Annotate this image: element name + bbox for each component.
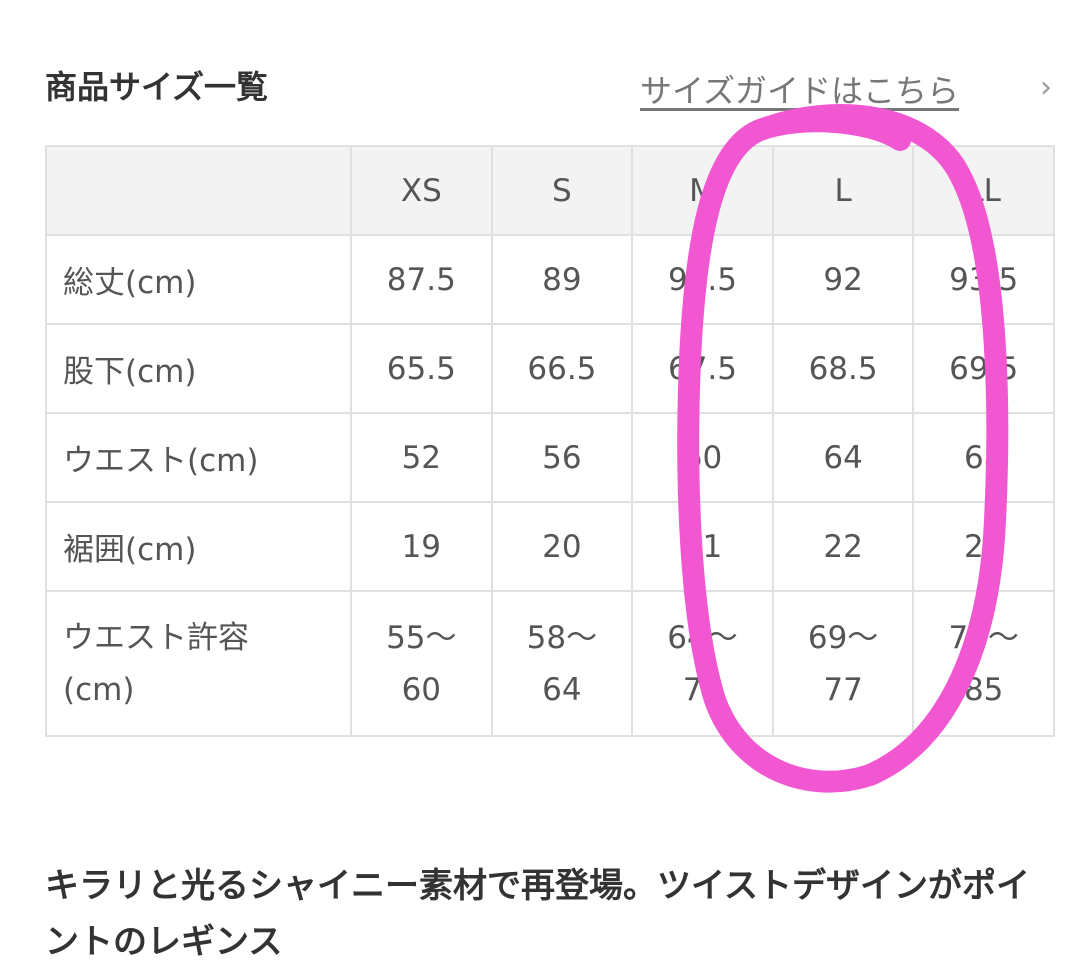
cell-value: 21 (682, 528, 723, 565)
table-cell: 20 (490, 501, 634, 592)
cell-value: 64〜70 (667, 619, 738, 708)
product-description: キラリと光るシャイニー素材で再登場。ツイストデザインがポイントのレギンス (45, 866, 1030, 962)
chevron-right-icon[interactable]: › (1040, 70, 1052, 105)
table-cell: 69〜77 (771, 590, 915, 737)
column-header: S (490, 145, 634, 236)
row-label-cell: ウエスト許容(cm) (45, 590, 352, 737)
cell-value: 67.5 (667, 350, 737, 387)
table-cell: 65.5 (350, 323, 493, 414)
row-label-cell: ウエスト(cm) (45, 412, 352, 503)
cell-value: 87.5 (386, 261, 456, 298)
size-guide-link[interactable]: サイズガイドはこちら (640, 72, 960, 110)
table-row: 裾囲(cm) 19 20 21 22 23 (45, 501, 1055, 592)
cell-value: 23 (963, 528, 1004, 565)
table-cell: 68 (912, 412, 1055, 503)
table-cell: 64〜70 (631, 590, 774, 737)
table-row: ウエスト許容(cm) 55〜60 58〜64 64〜70 69〜77 77〜85 (45, 590, 1055, 737)
table-cell: 56 (490, 412, 634, 503)
cell-value: 22 (823, 528, 863, 565)
cell-value: 90.5 (667, 261, 737, 298)
table-cell: 23 (912, 501, 1055, 592)
page-title: 商品サイズ一覧 (45, 68, 269, 106)
cell-value: 93.5 (949, 261, 1019, 298)
table-cell: 77〜85 (912, 590, 1055, 737)
cell-value: 52 (401, 439, 442, 476)
row-label-cell: 総丈(cm) (45, 234, 352, 325)
cell-value: 69.5 (949, 350, 1019, 387)
cell-value: 77〜85 (948, 619, 1019, 708)
size-table: XS S M L LL 総丈(cm) 87.5 89 90.5 92 93.5 股下(cm)… (45, 145, 1055, 737)
cell-value: 68 (963, 439, 1004, 476)
table-cell: 90.5 (631, 234, 774, 325)
row-label: 股下(cm) (63, 354, 197, 390)
row-label: ウエスト(cm) (63, 443, 259, 479)
cell-value: 68.5 (808, 350, 878, 387)
table-cell: 68.5 (771, 323, 915, 414)
cell-value: 20 (542, 528, 582, 565)
column-header (45, 145, 352, 236)
table-cell: 89 (490, 234, 634, 325)
table-cell: 52 (350, 412, 493, 503)
column-header: LL (912, 145, 1055, 236)
row-label-cell: 股下(cm) (45, 323, 352, 414)
table-cell: 55〜60 (350, 590, 493, 737)
table-cell: 67.5 (631, 323, 774, 414)
table-cell: 66.5 (490, 323, 634, 414)
row-label: 裾囲(cm) (63, 532, 197, 568)
cell-value: 60 (682, 439, 723, 476)
cell-value: 58〜64 (526, 619, 598, 708)
row-label: ウエスト許容(cm) (63, 619, 249, 708)
table-row: ウエスト(cm) 52 56 60 64 68 (45, 412, 1055, 503)
cell-value: 92 (823, 261, 863, 298)
table-cell: 19 (350, 501, 493, 592)
table-cell: 64 (771, 412, 915, 503)
cell-value: 89 (542, 261, 582, 298)
table-cell: 60 (631, 412, 774, 503)
table-cell: 93.5 (912, 234, 1055, 325)
cell-value: 19 (401, 528, 442, 565)
column-header: XS (350, 145, 493, 236)
cell-value: 69〜77 (807, 619, 879, 708)
cell-value: 55〜60 (386, 619, 457, 708)
column-header: L (771, 145, 915, 236)
table-cell: 87.5 (350, 234, 493, 325)
table-cell: 69.5 (912, 323, 1055, 414)
table-cell: 22 (771, 501, 915, 592)
table-row: 総丈(cm) 87.5 89 90.5 92 93.5 (45, 234, 1055, 325)
row-label: 総丈(cm) (63, 265, 197, 301)
cell-value: 56 (542, 439, 582, 476)
table-cell: 21 (631, 501, 774, 592)
table-cell: 58〜64 (490, 590, 634, 737)
column-header: M (631, 145, 774, 236)
row-label-cell: 裾囲(cm) (45, 501, 352, 592)
table-header-row: XS S M L LL (45, 145, 1055, 236)
cell-value: 65.5 (386, 350, 456, 387)
table-row: 股下(cm) 65.5 66.5 67.5 68.5 69.5 (45, 323, 1055, 414)
cell-value: 66.5 (527, 350, 597, 387)
cell-value: 64 (823, 439, 863, 476)
table-cell: 92 (771, 234, 915, 325)
